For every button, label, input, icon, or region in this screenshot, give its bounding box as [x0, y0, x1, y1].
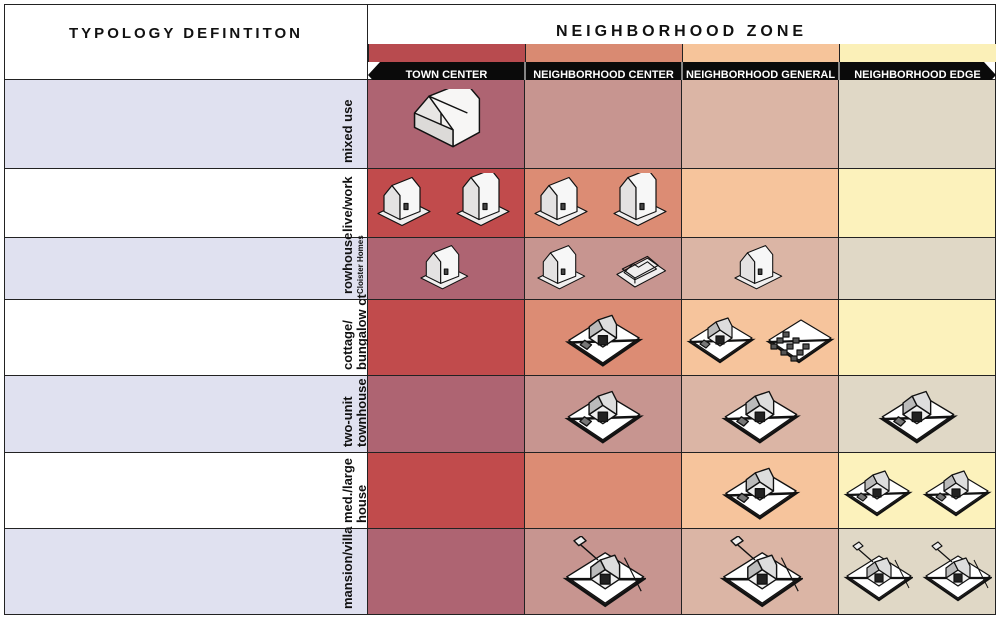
typology-row-mixed-use: mixed use [4, 80, 368, 169]
typology-sublabel: house [354, 484, 369, 523]
building-plot-grid-icon [765, 306, 835, 370]
zone-cell-two-unit-neighborhood-center [525, 376, 682, 453]
zone-cell-cottage-neighborhood-edge [839, 300, 996, 376]
building-house-icon [372, 173, 442, 234]
typology-row-mansion-villa: mansion/villa [4, 526, 368, 615]
zone-cell-live-work-neighborhood-edge [839, 169, 996, 238]
typology-row-cottage: cottage/bungalow ct [4, 294, 369, 376]
building-villa-icon [562, 536, 646, 608]
typology-label: two-unit [340, 396, 355, 447]
building-plot-icon [843, 459, 913, 523]
zone-cell-mixed-use-neighborhood-edge [839, 80, 996, 169]
zone-cell-live-work-town-center [368, 169, 525, 238]
building-house-icon [405, 242, 489, 296]
zone-cell-rowhouse-town-center [368, 238, 525, 300]
typology-label: mansion/villa [340, 526, 355, 609]
zone-cell-mixed-use-town-center [368, 80, 525, 169]
zone-strip-neighborhood-center [525, 44, 682, 62]
typology-label: cottage/ [340, 320, 355, 370]
building-villa-icon [922, 540, 992, 604]
zone-cell-live-work-neighborhood-general [682, 169, 839, 238]
typology-label: mixed use [340, 99, 355, 163]
building-plot-icon [562, 304, 646, 372]
zone-cell-two-unit-town-center [368, 376, 525, 453]
zone-label-neighborhood-edge: NEIGHBORHOOD EDGE [854, 69, 981, 81]
building-plot-icon [876, 380, 960, 449]
building-plot-icon [719, 380, 803, 449]
building-ring-icon [608, 242, 678, 296]
zone-cell-mansion-villa-neighborhood-edge [839, 529, 996, 615]
zone-strip-neighborhood-general [682, 44, 839, 62]
building-house-icon [529, 242, 599, 296]
typology-sublabel: bungalow ct [354, 294, 369, 370]
zone-cell-cottage-neighborhood-general [682, 300, 839, 376]
zone-cell-mixed-use-neighborhood-general [682, 80, 839, 169]
zone-cell-mansion-villa-neighborhood-general [682, 529, 839, 615]
zone-cell-mansion-villa-town-center [368, 529, 525, 615]
zone-cell-med-large-neighborhood-center [525, 453, 682, 529]
typology-title: TYPOLOGY DEFINTITON [69, 25, 303, 42]
zone-cell-mansion-villa-neighborhood-center [525, 529, 682, 615]
zone-strip-neighborhood-edge [839, 44, 996, 62]
zone-cell-cottage-neighborhood-center [525, 300, 682, 376]
building-plot-icon [562, 380, 646, 449]
typology-label: live/work [340, 176, 355, 232]
zone-cell-med-large-town-center [368, 453, 525, 529]
zone-header: NEIGHBORHOOD ZONE TOWN CENTER NEIGHBORHO… [368, 4, 996, 88]
typology-label: rowhouse [340, 232, 355, 294]
zone-label-neighborhood-center: NEIGHBORHOOD CENTER [533, 69, 674, 81]
building-villa-icon [843, 540, 914, 604]
typology-row-med-large: med./large house [4, 453, 369, 529]
zone-cell-med-large-neighborhood-edge [839, 453, 996, 529]
zone-cell-live-work-neighborhood-center [525, 169, 682, 238]
typology-row-live-work: live/work [4, 169, 368, 238]
zone-label-town-center: TOWN CENTER [405, 69, 488, 81]
zone-cell-rowhouse-neighborhood-general [682, 238, 839, 300]
typology-sublabel: townhouse [354, 378, 369, 447]
typology-row-two-unit: two-unit townhouse [4, 376, 369, 453]
typology-sublabel: Cloister Homes [356, 235, 365, 294]
building-house-tall-icon [608, 173, 678, 234]
typology-header: TYPOLOGY DEFINTITON [4, 4, 368, 80]
typology-label: med./large [340, 457, 355, 523]
zone-cell-two-unit-neighborhood-general [682, 376, 839, 453]
building-house-tall-icon [451, 173, 521, 234]
building-house-icon [719, 242, 803, 296]
building-plot-icon [922, 459, 992, 523]
building-house-icon [529, 173, 599, 234]
zone-cell-rowhouse-neighborhood-center [525, 238, 682, 300]
building-warehouse-icon [405, 88, 489, 161]
zone-cell-rowhouse-neighborhood-edge [839, 238, 996, 300]
zone-title: NEIGHBORHOOD ZONE [555, 23, 808, 40]
zone-label-neighborhood-general: NEIGHBORHOOD GENERAL [685, 69, 836, 81]
typology-row-rowhouse: rowhouse Cloister Homes [4, 233, 368, 300]
zone-cell-mixed-use-neighborhood-center [525, 80, 682, 169]
building-plot-icon [686, 306, 756, 370]
building-villa-icon [719, 536, 803, 608]
zone-cell-med-large-neighborhood-general [682, 453, 839, 529]
zone-cell-two-unit-neighborhood-edge [839, 376, 996, 453]
zone-cell-cottage-town-center [368, 300, 525, 376]
zone-strip-town-center [368, 44, 525, 62]
building-plot-icon [719, 457, 803, 525]
